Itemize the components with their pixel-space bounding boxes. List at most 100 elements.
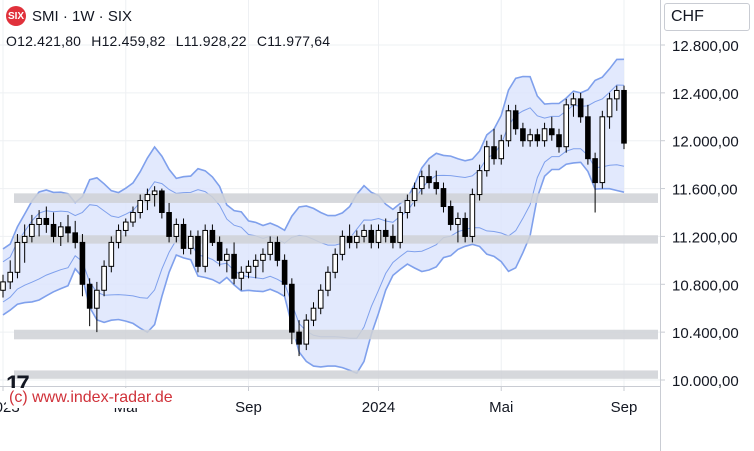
candle-body: [224, 253, 230, 261]
symbol-line: SMI · 1W · SIX: [32, 7, 133, 25]
candle-body: [382, 229, 389, 237]
support-zones: [14, 193, 658, 379]
candle-body: [72, 232, 79, 243]
candle-body: [65, 226, 71, 234]
candle-body: [173, 223, 180, 237]
price-axis: 10.000,00 10.400,00 10.800,00 11.200,00 11.6…: [660, 38, 739, 390]
candles[interactable]: [0, 85, 627, 357]
currency-button[interactable]: CHF: [664, 3, 750, 31]
candle-body: [426, 176, 432, 184]
candle-body: [570, 98, 577, 106]
y-tick-label: 11.200,00: [672, 229, 738, 246]
candle-body: [505, 110, 512, 142]
candle-body: [0, 281, 6, 291]
candle-body: [585, 116, 591, 160]
candle-body: [397, 212, 403, 243]
candle-body: [296, 331, 302, 345]
candle-body: [455, 217, 461, 225]
candle-body: [462, 217, 468, 237]
candle-body: [57, 226, 64, 237]
candle-body: [411, 188, 418, 202]
candle-body: [339, 235, 346, 255]
y-tick-label: 10.000,00: [672, 373, 739, 390]
candle-body: [332, 253, 338, 273]
candle-body: [303, 319, 310, 345]
candle-body: [577, 98, 584, 118]
candle-body: [202, 229, 208, 267]
candle-body: [419, 176, 425, 190]
support-zone: [14, 235, 658, 244]
candle-body: [447, 206, 454, 225]
candle-body: [498, 140, 505, 160]
candle-body: [231, 253, 237, 279]
candle-body: [606, 98, 613, 118]
candle-body: [151, 190, 158, 196]
exchange-logo-icon: SIX: [6, 6, 26, 26]
x-tick-label: Sep: [611, 399, 638, 416]
candle-body: [238, 271, 245, 279]
candle-body: [325, 271, 331, 291]
candle-body: [281, 259, 288, 285]
candle-body: [144, 194, 151, 202]
y-tick-label: 12.400,00: [672, 86, 739, 103]
y-tick-label: 11.600,00: [672, 182, 738, 199]
y-tick-label: 10.800,00: [672, 277, 739, 294]
candle-body: [484, 146, 490, 172]
candle-body: [476, 170, 483, 196]
y-tick-label: 12.800,00: [672, 38, 739, 55]
candle-body: [469, 194, 476, 237]
x-tick-label: Sep: [235, 399, 262, 416]
time-axis: 2023MaiSep2024MaiSep: [0, 386, 637, 416]
candle-body: [556, 134, 562, 148]
watermark: 17 (c) www.index-radar.de: [6, 373, 176, 408]
candle-body: [267, 241, 273, 255]
ohlc-open: O12.421,80: [6, 33, 82, 49]
candle-body: [534, 134, 541, 142]
candle-body: [216, 241, 223, 261]
candle-body: [29, 223, 35, 237]
watermark-text: (c) www.index-radar.de: [6, 388, 176, 408]
band-lower-line: [2, 161, 625, 375]
candle-body: [433, 182, 440, 190]
candle-body: [86, 283, 93, 309]
candle-body: [159, 190, 165, 213]
candle-body: [512, 110, 519, 130]
band-upper-line: [2, 58, 625, 250]
ohlc-readout: O12.421,80 H12.459,82 L11.928,22 C11.977…: [6, 33, 336, 49]
candle-body: [166, 212, 172, 237]
candle-body: [187, 235, 194, 249]
support-zone: [14, 193, 658, 203]
candle-body: [252, 259, 259, 267]
candle-body: [245, 265, 252, 273]
band-area: [3, 59, 624, 374]
candle-body: [317, 289, 324, 309]
candle-body: [404, 200, 411, 214]
candle-body: [361, 229, 367, 237]
candle-body: [79, 241, 86, 285]
candle-body: [36, 217, 42, 225]
candle-body: [115, 229, 122, 243]
candle-body: [122, 221, 129, 231]
x-tick-label: 2024: [362, 399, 395, 416]
candle-body: [599, 116, 606, 184]
candle-body: [130, 212, 136, 223]
y-tick-label: 10.400,00: [672, 325, 739, 342]
candle-body: [375, 229, 382, 243]
candle-body: [101, 265, 107, 291]
candle-body: [491, 146, 497, 160]
candle-body: [209, 229, 216, 243]
candle-body: [21, 235, 28, 243]
candle-body: [346, 235, 353, 243]
support-zone: [14, 370, 658, 379]
ohlc-low: L11.928,22: [175, 33, 247, 49]
y-tick-label: 12.000,00: [672, 134, 739, 151]
candle-body: [14, 241, 21, 273]
candle-body: [180, 223, 187, 249]
candle-body: [541, 128, 548, 142]
support-zone: [14, 329, 658, 340]
symbol-header[interactable]: SIX SMI · 1W · SIX: [6, 6, 132, 26]
candle-body: [354, 235, 360, 243]
candle-body: [274, 241, 281, 261]
ohlc-high: H12.459,82: [91, 33, 166, 49]
